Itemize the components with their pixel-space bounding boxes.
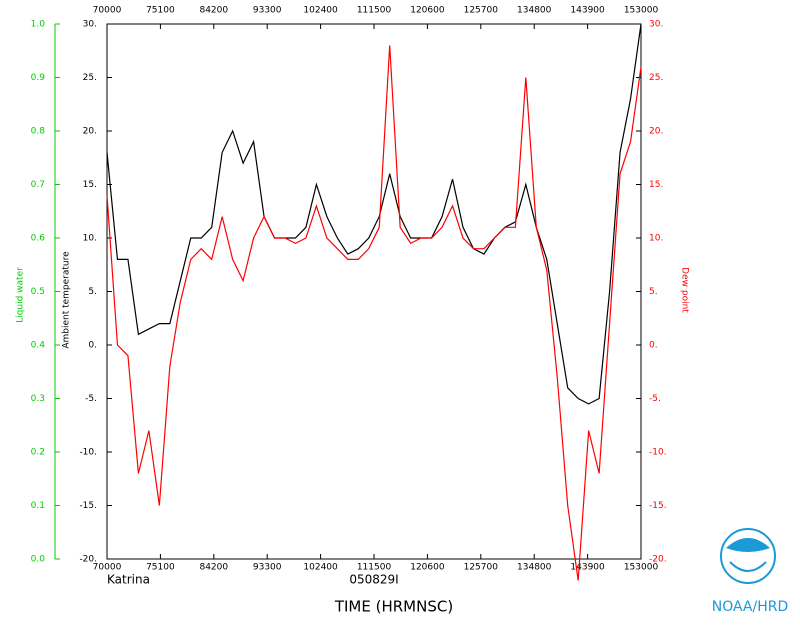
agency-label: NOAA/HRD xyxy=(712,599,789,615)
y-tick-label: -10. xyxy=(79,448,97,458)
x-tick-label: 120600 xyxy=(410,563,445,573)
x-tick-label-top: 111500 xyxy=(357,6,392,16)
y3-tick-label: 0.5 xyxy=(31,287,45,297)
x-tick-label-top: 75100 xyxy=(146,6,175,16)
y-tick-label: 30. xyxy=(83,20,97,30)
y-axis-label: Ambient temperature xyxy=(62,251,72,349)
x-tick-label-top: 143900 xyxy=(570,6,605,16)
x-axis-label: TIME (HRMNSC) xyxy=(334,598,453,616)
x-tick-label: 75100 xyxy=(146,563,175,573)
y3-tick-label: 0.3 xyxy=(31,394,45,404)
y2-tick-label: 5. xyxy=(649,287,658,297)
x-tick-label-top: 153000 xyxy=(624,6,659,16)
x-tick-label: 84200 xyxy=(199,563,228,573)
y3-tick-label: 0.2 xyxy=(31,448,45,458)
y-tick-label: 20. xyxy=(83,127,97,137)
x-tick-label: 102400 xyxy=(303,563,338,573)
y2-tick-label: -10. xyxy=(649,448,667,458)
x-tick-label-top: 120600 xyxy=(410,6,445,16)
y2-tick-label: -20. xyxy=(649,555,667,565)
x-tick-label: 134800 xyxy=(517,563,552,573)
y2-tick-label: 15. xyxy=(649,180,663,190)
x-tick-label: 143900 xyxy=(570,563,605,573)
liquid-water-label: Liquid water xyxy=(16,267,26,323)
y2-tick-label: -15. xyxy=(649,501,667,511)
noaa-logo xyxy=(720,528,776,584)
y3-tick-label: 0.9 xyxy=(31,73,46,83)
y3-tick-label: 0.8 xyxy=(31,127,46,137)
x-tick-label: 70000 xyxy=(93,563,122,573)
y3-tick-label: 0.6 xyxy=(31,234,46,244)
y-tick-label: -5. xyxy=(85,394,97,404)
series-line xyxy=(106,45,642,581)
x-tick-label-top: 102400 xyxy=(303,6,338,16)
y2-tick-label: 30. xyxy=(649,20,663,30)
y-tick-label: 0. xyxy=(88,341,97,351)
x-tick-label: 93300 xyxy=(253,563,282,573)
y-tick-label: -20. xyxy=(79,555,97,565)
y-tick-label: 25. xyxy=(83,73,97,83)
x-tick-label: 153000 xyxy=(624,563,659,573)
y3-tick-label: 0.4 xyxy=(31,341,46,351)
y-tick-label: 10. xyxy=(83,234,97,244)
y3-tick-label: 0.1 xyxy=(31,501,45,511)
x-tick-label-top: 134800 xyxy=(517,6,552,16)
y2-tick-label: 10. xyxy=(649,234,663,244)
y2-axis-label: Dew point xyxy=(680,267,690,313)
flight-id: 050829I xyxy=(349,573,398,587)
y3-tick-label: 0.0 xyxy=(31,555,46,565)
plot-frame xyxy=(106,23,642,560)
x-tick-label-top: 93300 xyxy=(253,6,282,16)
y2-tick-label: -5. xyxy=(649,394,661,404)
y2-tick-label: 0. xyxy=(649,341,658,351)
x-tick-label-top: 125700 xyxy=(464,6,499,16)
y3-tick-label: 0.7 xyxy=(31,180,45,190)
x-tick-label-top: 84200 xyxy=(199,6,228,16)
y-tick-label: 15. xyxy=(83,180,97,190)
y2-tick-label: 25. xyxy=(649,73,663,83)
x-tick-label: 111500 xyxy=(357,563,392,573)
y3-tick-label: 1.0 xyxy=(31,20,46,30)
x-tick-label-top: 70000 xyxy=(93,6,122,16)
x-tick-label: 125700 xyxy=(464,563,499,573)
y2-tick-label: 20. xyxy=(649,127,663,137)
y-tick-label: 5. xyxy=(88,287,97,297)
series-line xyxy=(106,23,642,405)
storm-name: Katrina xyxy=(107,573,150,587)
y-tick-label: -15. xyxy=(79,501,97,511)
